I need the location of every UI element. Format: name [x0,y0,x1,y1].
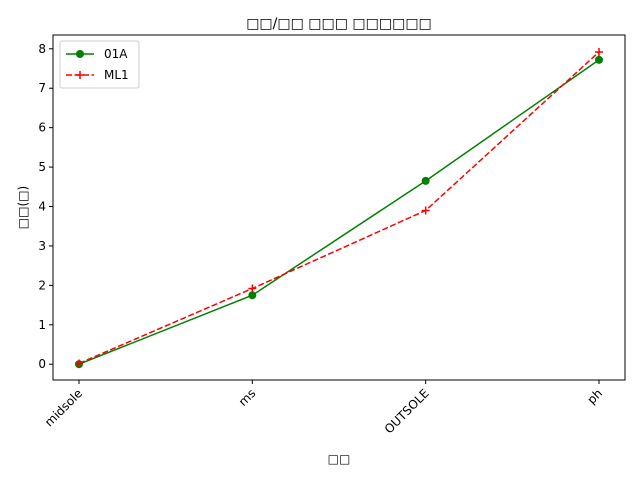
data-point-01a [248,291,257,300]
plot-area [52,34,626,381]
y-tick-label-3: 3 [38,239,46,253]
y-tick-label-1: 1 [38,318,46,332]
y-tick-label-5: 5 [38,160,46,174]
legend-label-01a: 01A [104,47,128,61]
x-axis-ticks: midsole ms OUTSOLE ph [42,380,605,436]
y-axis-label: □□(□) [16,186,30,229]
data-point-ml1 [595,47,603,56]
data-point-ml1 [421,206,430,215]
y-tick-label-0: 0 [38,357,46,371]
x-tick-label-ms: ms [236,386,259,409]
data-point-ml1 [75,359,83,368]
chart-title: □□/□□ □□□ □□□□□□ [246,16,432,32]
legend-marker-01a [76,50,84,58]
legend-label-ml1: ML1 [104,68,129,82]
y-axis-ticks: 0 1 2 3 4 5 6 7 8 [38,42,53,371]
y-tick-label-6: 6 [38,121,46,135]
x-axis-label: □□ [328,452,351,466]
y-tick-label-7: 7 [38,81,46,95]
plot-frame [52,34,626,381]
y-tick-label-2: 2 [38,278,46,292]
y-tick-label-8: 8 [38,42,46,56]
legend-marker-ml1 [76,71,84,79]
legend: 01A ML1 [59,40,140,89]
data-point-01a [421,176,430,185]
y-tick-label-4: 4 [38,200,46,214]
x-tick-label-midsole: midsole [42,386,85,429]
data-point-ml1 [248,284,257,293]
x-tick-label-outsole: OUTSOLE [382,386,432,436]
series-line-ml1 [78,51,600,365]
data-point-01a [595,55,603,64]
series-line-01a [78,59,600,365]
series-layer [75,47,603,369]
x-tick-label-ph: ph [584,386,605,407]
